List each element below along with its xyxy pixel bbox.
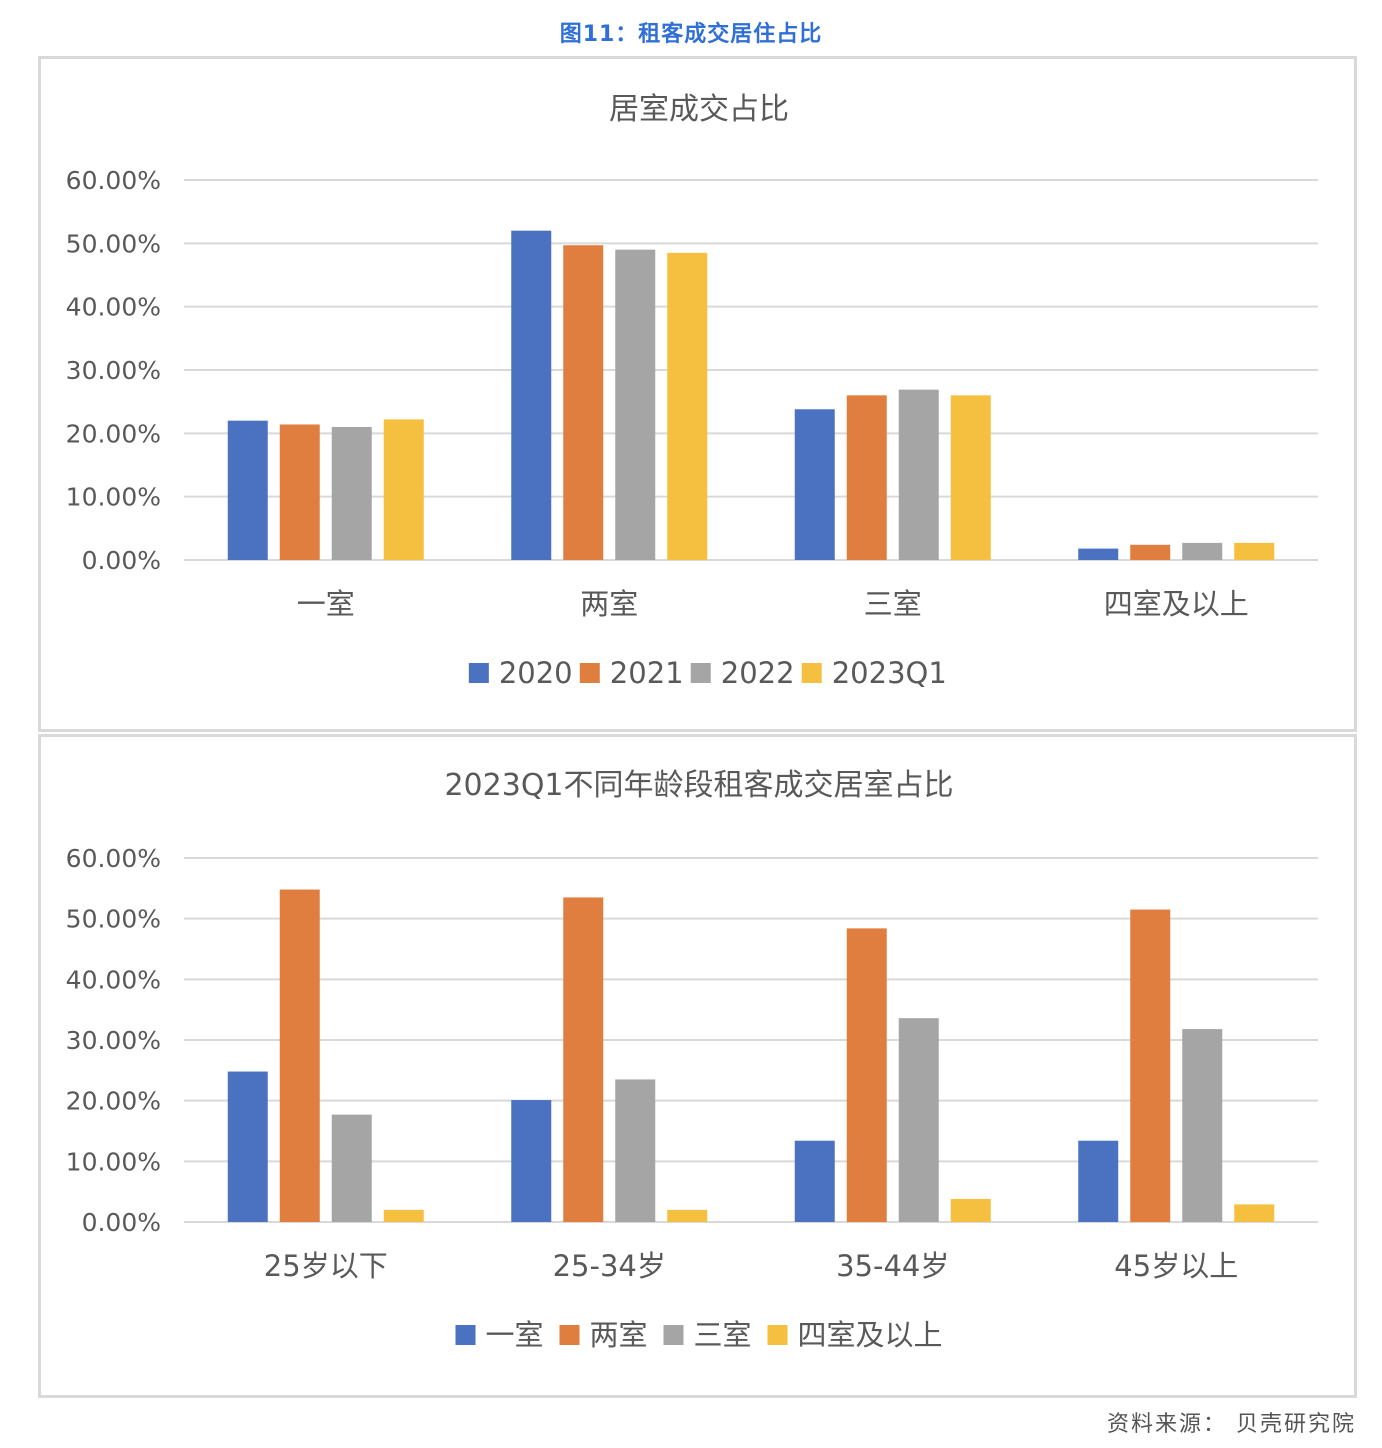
legend-swatch: [690, 663, 711, 683]
bar: [1078, 548, 1119, 560]
x-category-label: 25-34岁: [553, 1249, 666, 1283]
bar: [794, 1140, 835, 1222]
legend-label: 2022: [721, 656, 795, 690]
bar: [667, 252, 708, 561]
chart-panel-age-room-share: 2023Q1不同年龄段租客成交居室占比 0.00% 10.00% 20.00% 30.0…: [38, 734, 1357, 1398]
legend-label: 两室: [590, 1318, 648, 1352]
bar: [950, 395, 991, 560]
bar: [227, 420, 268, 560]
bar: [383, 419, 424, 560]
bar: [331, 1114, 372, 1222]
legend-swatch: [801, 663, 822, 683]
x-category-label: 35-44岁: [836, 1249, 949, 1283]
bar: [667, 1209, 708, 1222]
y-tick-label: 20.00%: [66, 419, 161, 448]
bar: [227, 1071, 268, 1222]
bar: [615, 249, 656, 560]
bar: [898, 389, 939, 560]
y-tick-label: 30.00%: [66, 356, 161, 385]
legend-swatch: [559, 1325, 580, 1345]
bar: [794, 409, 835, 560]
chart-title: 2023Q1不同年龄段租客成交居室占比: [444, 768, 953, 803]
bar: [1234, 542, 1275, 560]
chart-age-room-share: 2023Q1不同年龄段租客成交居室占比 0.00% 10.00% 20.00% 30.0…: [66, 768, 1318, 1352]
x-category-label: 25岁以下: [264, 1249, 388, 1283]
y-tick-label: 20.00%: [66, 1087, 161, 1116]
bar: [615, 1079, 656, 1222]
y-tick-label: 60.00%: [66, 166, 161, 195]
bar: [279, 889, 320, 1222]
legend-label: 2020: [499, 656, 573, 690]
bar: [846, 928, 887, 1222]
x-category-label: 四室及以上: [1104, 587, 1249, 621]
y-tick-label: 50.00%: [66, 229, 161, 258]
y-tick-label: 10.00%: [66, 1147, 161, 1176]
y-tick-label: 10.00%: [66, 483, 161, 512]
y-tick-label: 0.00%: [82, 1208, 161, 1237]
bar: [1182, 542, 1223, 560]
legend-label: 三室: [694, 1318, 752, 1352]
y-tick-label: 50.00%: [66, 905, 161, 934]
source-note: 资料来源： 贝壳研究院: [1107, 1412, 1356, 1437]
y-tick-label: 40.00%: [66, 965, 161, 994]
y-tick-label: 30.00%: [66, 1026, 161, 1055]
legend-label: 一室: [486, 1318, 544, 1352]
legend-swatch: [455, 1325, 476, 1345]
x-category-label: 两室: [580, 587, 638, 621]
bar: [383, 1209, 424, 1222]
bar: [950, 1198, 991, 1222]
chart-title: 居室成交占比: [609, 92, 789, 127]
bar: [279, 424, 320, 560]
bar: [1234, 1204, 1275, 1222]
bar: [1182, 1029, 1223, 1222]
legend-swatch: [767, 1325, 788, 1345]
bar: [563, 897, 604, 1222]
legend-label: 2023Q1: [832, 656, 947, 690]
figure-title: 图11：租客成交居住占比: [559, 22, 823, 47]
x-category-label: 一室: [297, 587, 355, 621]
bar: [511, 230, 552, 560]
legend-swatch: [468, 663, 489, 683]
bar: [1130, 544, 1171, 560]
bar: [331, 427, 372, 560]
bar: [1078, 1140, 1119, 1222]
legend-label: 四室及以上: [798, 1318, 943, 1352]
x-category-label: 45岁以上: [1114, 1249, 1238, 1283]
bar: [898, 1018, 939, 1222]
x-category-label: 三室: [864, 587, 922, 621]
bar: [511, 1100, 552, 1222]
legend-swatch: [663, 1325, 684, 1345]
bar: [846, 395, 887, 560]
bar: [563, 245, 604, 560]
legend-swatch: [579, 663, 600, 683]
y-tick-label: 60.00%: [66, 844, 161, 873]
y-tick-label: 0.00%: [82, 546, 161, 575]
y-tick-label: 40.00%: [66, 293, 161, 322]
legend-label: 2021: [610, 656, 684, 690]
chart-room-share: 居室成交占比 0.00% 10.00% 20.00% 30.00% 40.00% 50.00…: [66, 92, 1318, 690]
chart-panel-room-share: 居室成交占比 0.00% 10.00% 20.00% 30.00% 40.00% 50.00…: [38, 56, 1357, 732]
bar: [1130, 909, 1171, 1222]
